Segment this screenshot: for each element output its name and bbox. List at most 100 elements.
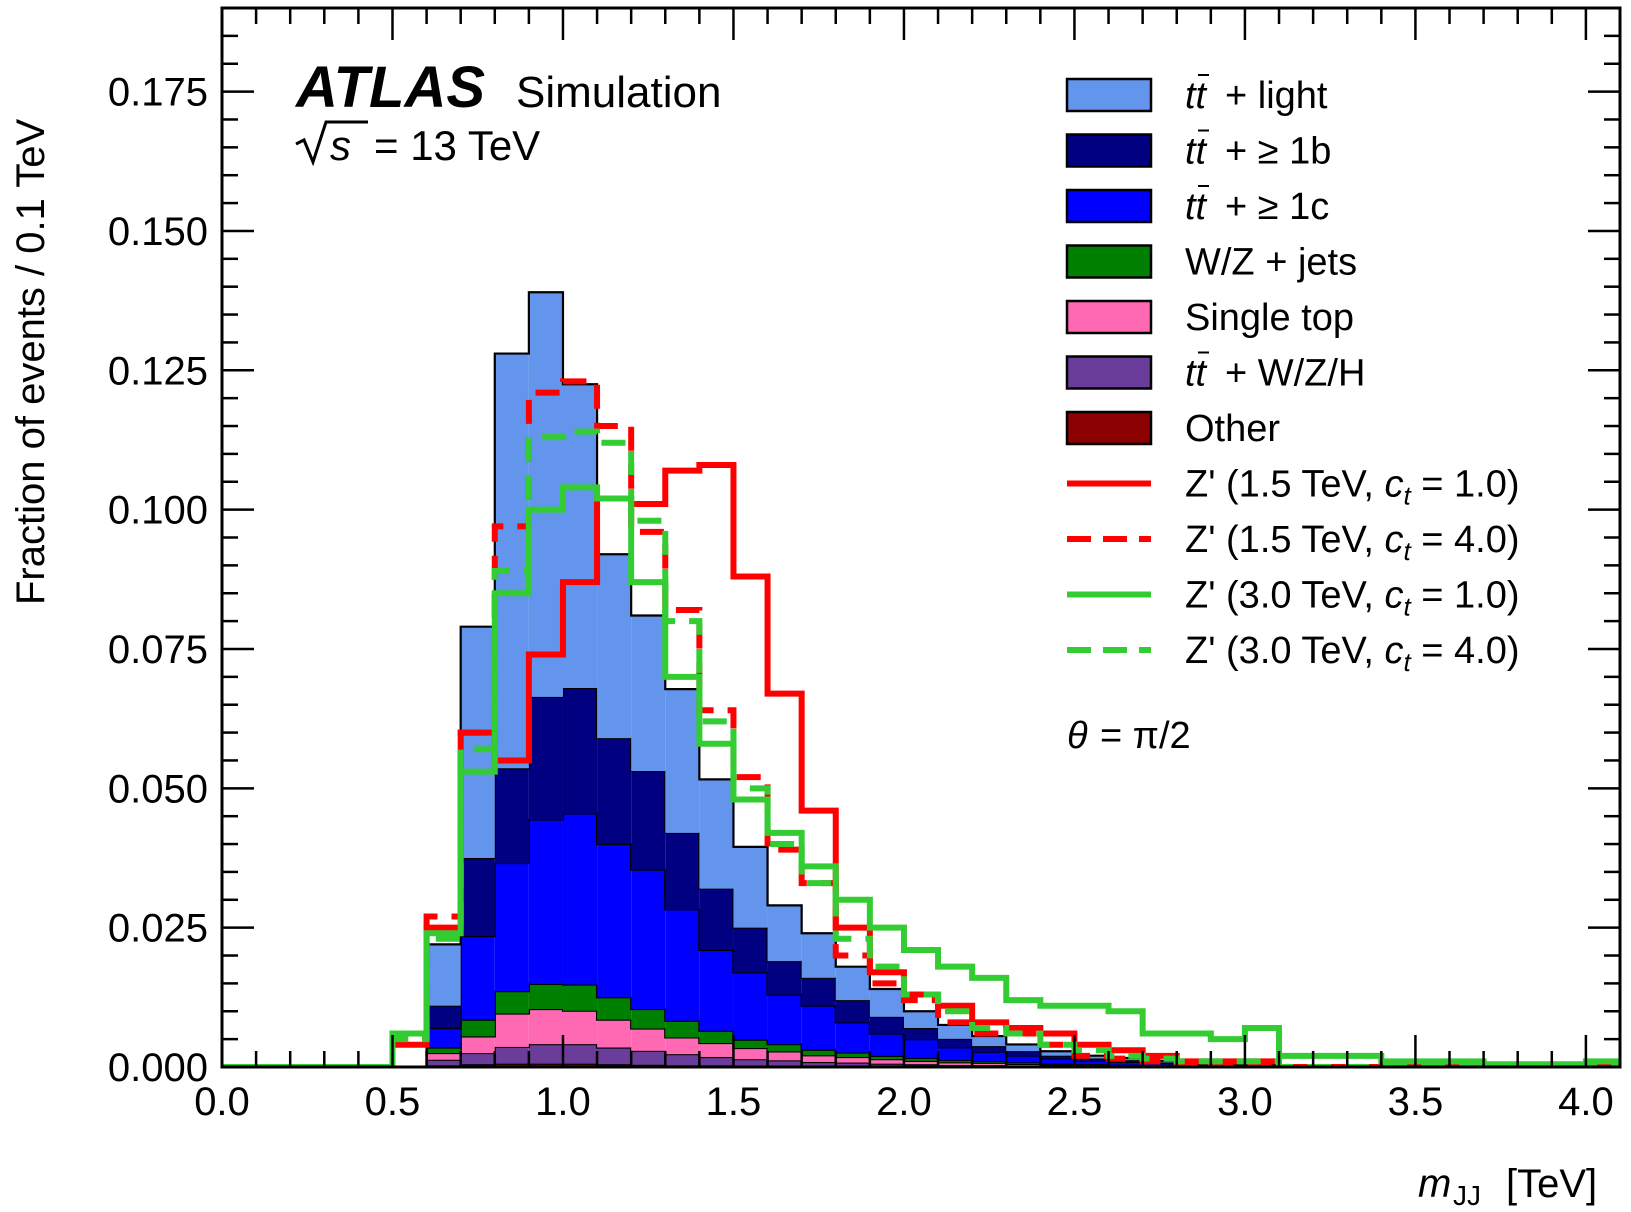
stack-bin (562, 1010, 598, 1045)
stack-bin (903, 1011, 939, 1028)
energy-value: = 13 TeV (374, 122, 540, 169)
stack-bin (426, 1059, 461, 1066)
stack-bin (835, 1062, 870, 1067)
stack-bin (631, 1009, 666, 1029)
stack-bin (1108, 1057, 1143, 1061)
stack-bin (597, 554, 632, 739)
x-axis-unit: [TeV] (1506, 1162, 1597, 1206)
stack-bin (460, 857, 495, 937)
stack-bin (1040, 1058, 1075, 1064)
legend-item-8: Z' (1.5 TeV, ct = 4.0) (1067, 519, 1520, 566)
legend: tt + light tt + ≥ 1b tt + ≥ 1c W/Z + jets Singl… (1065, 74, 1520, 677)
legend-label: + light (1225, 75, 1328, 117)
stack-bin (1074, 1058, 1109, 1061)
stack-bin (528, 696, 563, 820)
stack-bin (665, 1037, 700, 1055)
x-tick-label: 2.0 (876, 1080, 932, 1124)
stack-bin (972, 1046, 1007, 1052)
stack-bin (1040, 1051, 1075, 1056)
stack-bin (426, 1027, 461, 1048)
stack-bin (801, 977, 836, 1006)
stack-bin (767, 994, 802, 1045)
stack-bin (562, 1044, 598, 1064)
stack-bin (494, 1046, 529, 1064)
stack-bin (528, 1009, 563, 1045)
theta-annotation: θ = π/2 (1067, 715, 1191, 757)
stack-bin (903, 1060, 939, 1065)
legend-label: W/Z + jets (1185, 242, 1357, 284)
stack-bin (460, 936, 495, 1020)
stack-bin (699, 949, 734, 1031)
energy-s: s (330, 122, 351, 169)
stack-bin (562, 1063, 598, 1067)
stack-bin (426, 1047, 461, 1054)
stack-bin (972, 1062, 1007, 1066)
stack-bin (869, 1063, 904, 1067)
stack-bin (460, 1053, 495, 1065)
x-tick-label: 0.5 (365, 1080, 421, 1124)
legend-label: Other (1185, 408, 1280, 450)
stack-bin (460, 1019, 495, 1037)
stack-bin (835, 1000, 870, 1023)
legend-item-1: tt + ≥ 1b (1065, 129, 1331, 173)
stack-bin (835, 1052, 870, 1057)
stack-bin (869, 1033, 904, 1056)
x-axis-var: m (1418, 1162, 1451, 1206)
y-tick-label: 0.100 (108, 489, 208, 533)
stack-bin (733, 1039, 768, 1049)
stack-bin (733, 972, 768, 1040)
stack-bin (631, 1050, 666, 1065)
experiment-label: ATLAS (294, 55, 485, 120)
stack-bin (665, 689, 700, 833)
stack-bin (699, 779, 734, 889)
stack-bin (767, 1044, 802, 1052)
stack-bin (972, 1036, 1007, 1047)
legend-item-7: Z' (1.5 TeV, ct = 1.0) (1067, 464, 1520, 511)
stack-outline (222, 291, 1620, 1067)
legend-tt-symbol: tt (1185, 75, 1208, 117)
legend-label: Z' (3.0 TeV, ct = 1.0) (1185, 575, 1520, 622)
y-axis-title: Fraction of events / 0.1 TeV (9, 118, 53, 605)
legend-label: Z' (1.5 TeV, ct = 1.0) (1185, 464, 1520, 511)
stack-bin (631, 771, 666, 870)
stack-bin (528, 1063, 563, 1067)
legend-swatch (1065, 244, 1153, 279)
x-tick-label: 1.0 (535, 1080, 591, 1124)
stack-bin (801, 1005, 836, 1050)
legend-label: + ≥ 1b (1225, 131, 1331, 173)
legend-tt-symbol: tt (1185, 353, 1208, 395)
stack-bin (631, 869, 666, 1010)
x-axis-sub: JJ (1453, 1180, 1481, 1211)
stack-bin (597, 1019, 632, 1048)
stack-bin (835, 966, 870, 1001)
x-tick-label: 4.0 (1558, 1080, 1614, 1124)
stack-bin (426, 1005, 461, 1028)
x-tick-label: 0.0 (194, 1080, 250, 1124)
sqrt-symbol (295, 120, 368, 167)
stack-bin (665, 909, 700, 1021)
stack-bin (562, 813, 598, 985)
stack-bin (835, 1022, 870, 1053)
legend-label: Single top (1185, 297, 1354, 339)
stack-bin (938, 1060, 973, 1063)
stack-bin (801, 1055, 836, 1062)
legend-item-6: Other (1065, 408, 1280, 450)
stack-bin (801, 933, 836, 978)
stack-bin (938, 1024, 973, 1039)
stack-bin (767, 1051, 802, 1061)
theta-symbol: θ (1067, 715, 1088, 757)
legend-label: Z' (3.0 TeV, ct = 4.0) (1185, 630, 1520, 677)
stack-bin (699, 888, 734, 950)
stack-bin (1006, 1051, 1041, 1056)
stack-bin (699, 1056, 734, 1066)
stack-bin (699, 1043, 734, 1057)
stack-bin (460, 1036, 495, 1054)
stack-bin (1040, 1055, 1075, 1059)
legend-item-0: tt + light (1065, 74, 1328, 117)
stack-bin (767, 1060, 802, 1066)
stack-bin (733, 846, 768, 928)
legend-item-5: tt + W/Z/H (1065, 351, 1365, 395)
stack-bin (972, 1051, 1007, 1062)
stack-bin (767, 961, 802, 995)
y-tick-label: 0.050 (108, 767, 208, 811)
